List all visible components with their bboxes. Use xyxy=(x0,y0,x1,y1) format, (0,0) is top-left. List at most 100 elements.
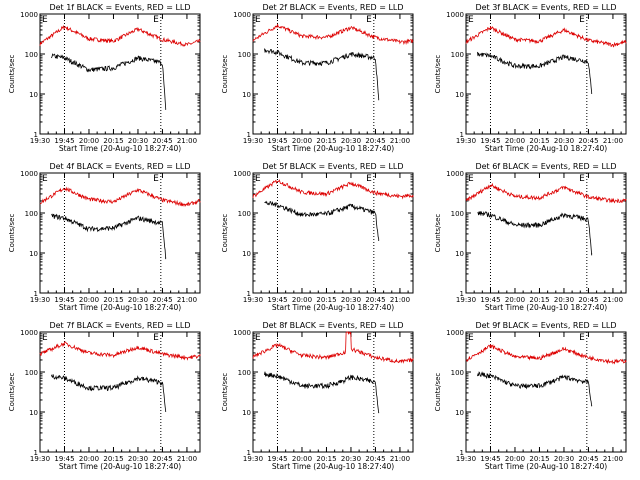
time-marker-label: E xyxy=(366,15,372,25)
x-tick-label: 20:15 xyxy=(103,137,123,145)
y-axis-label: Counts/sec xyxy=(221,214,229,253)
series-events xyxy=(51,374,167,412)
series-events xyxy=(51,53,167,110)
series-events xyxy=(264,371,380,414)
x-tick-label: 21:00 xyxy=(603,137,623,145)
x-axis-label: Start Time (20-Aug-10 18:27:40) xyxy=(272,303,394,312)
y-tick-label: 1 xyxy=(34,449,38,457)
series-events xyxy=(477,371,593,407)
x-axis-label: Start Time (20-Aug-10 18:27:40) xyxy=(59,462,181,471)
y-tick-label: 1 xyxy=(34,131,38,139)
x-tick-label: 20:30 xyxy=(341,296,361,304)
plot-frame xyxy=(465,331,627,453)
chart-title: Det 5f BLACK = Events, RED = LLD xyxy=(262,162,403,171)
x-tick-label: 21:00 xyxy=(177,137,197,145)
x-tick-label: 20:15 xyxy=(529,137,549,145)
plot-frame xyxy=(39,172,201,294)
series-events xyxy=(477,210,593,256)
time-marker-label: E xyxy=(468,333,474,343)
detector-chart-2: Det 2f BLACK = Events, RED = LLD 1 10 100 10… xyxy=(221,3,414,153)
x-tick-label: 20:30 xyxy=(341,137,361,145)
x-axis-label: Start Time (20-Aug-10 18:27:40) xyxy=(485,144,607,153)
detector-chart-5: Det 5f BLACK = Events, RED = LLD 1 10 100 10… xyxy=(221,162,414,312)
x-tick-label: 21:00 xyxy=(390,455,410,463)
time-marker-label: E xyxy=(42,15,48,25)
x-tick-label: 20:30 xyxy=(554,296,574,304)
x-tick-label: 19:30 xyxy=(30,137,50,145)
series-lld xyxy=(39,24,201,47)
x-tick-label: 20:45 xyxy=(365,296,385,304)
time-marker-label: E xyxy=(153,15,159,25)
x-axis-label: Start Time (20-Aug-10 18:27:40) xyxy=(485,303,607,312)
y-tick-label: 1000 xyxy=(20,11,38,19)
x-tick-label: 19:45 xyxy=(480,296,500,304)
x-tick-label: 20:45 xyxy=(152,455,172,463)
y-tick-label: 1 xyxy=(247,131,251,139)
y-tick-label: 10 xyxy=(29,409,38,417)
x-tick-label: 19:45 xyxy=(54,137,74,145)
x-axis-label: Start Time (20-Aug-10 18:27:40) xyxy=(485,462,607,471)
y-tick-label: 1 xyxy=(34,290,38,298)
x-tick-label: 20:45 xyxy=(578,296,598,304)
y-tick-label: 100 xyxy=(451,369,464,377)
x-tick-label: 21:00 xyxy=(603,455,623,463)
y-tick-label: 1000 xyxy=(20,329,38,337)
x-tick-label: 20:00 xyxy=(505,455,525,463)
y-axis-label: Counts/sec xyxy=(8,214,16,253)
y-tick-label: 100 xyxy=(451,51,464,59)
time-marker-label: E xyxy=(255,174,261,184)
y-tick-label: 10 xyxy=(455,250,464,258)
series-lld xyxy=(252,24,414,45)
plot-frame xyxy=(465,13,627,135)
chart-title: Det 9f BLACK = Events, RED = LLD xyxy=(475,321,616,330)
plot-frame xyxy=(39,331,201,453)
y-tick-label: 1 xyxy=(460,449,464,457)
x-tick-label: 19:30 xyxy=(243,455,263,463)
x-tick-label: 19:45 xyxy=(480,137,500,145)
time-marker-label: E xyxy=(468,15,474,25)
y-tick-label: 10 xyxy=(242,409,251,417)
time-marker-label: E xyxy=(468,174,474,184)
time-marker-label: E xyxy=(366,174,372,184)
y-axis-label: Counts/sec xyxy=(8,373,16,412)
y-tick-label: 10 xyxy=(242,91,251,99)
x-tick-label: 19:30 xyxy=(456,455,476,463)
y-axis-label: Counts/sec xyxy=(434,214,442,253)
chart-title: Det 7f BLACK = Events, RED = LLD xyxy=(49,321,190,330)
x-tick-label: 19:30 xyxy=(30,455,50,463)
chart-title: Det 4f BLACK = Events, RED = LLD xyxy=(49,162,190,171)
x-axis-label: Start Time (20-Aug-10 18:27:40) xyxy=(272,144,394,153)
x-tick-label: 20:00 xyxy=(79,137,99,145)
chart-title: Det 8f BLACK = Events, RED = LLD xyxy=(262,321,403,330)
detector-chart-8: Det 8f BLACK = Events, RED = LLD 1 10 100 10… xyxy=(221,321,414,471)
series-lld xyxy=(39,186,201,207)
x-tick-label: 20:15 xyxy=(316,137,336,145)
x-tick-label: 20:00 xyxy=(79,455,99,463)
y-tick-label: 10 xyxy=(455,91,464,99)
x-tick-label: 20:30 xyxy=(554,137,574,145)
x-tick-label: 20:45 xyxy=(578,455,598,463)
y-tick-label: 100 xyxy=(25,51,38,59)
y-tick-label: 1000 xyxy=(446,11,464,19)
series-events xyxy=(477,51,593,94)
x-tick-label: 19:30 xyxy=(456,137,476,145)
x-tick-label: 20:15 xyxy=(316,296,336,304)
chart-title: Det 3f BLACK = Events, RED = LLD xyxy=(475,3,616,12)
x-tick-label: 20:00 xyxy=(505,137,525,145)
plot-frame xyxy=(252,331,414,453)
x-tick-label: 20:15 xyxy=(103,296,123,304)
x-tick-label: 20:00 xyxy=(292,296,312,304)
x-tick-label: 19:45 xyxy=(267,455,287,463)
x-tick-label: 19:45 xyxy=(54,296,74,304)
series-lld xyxy=(252,331,414,364)
detector-chart-4: Det 4f BLACK = Events, RED = LLD 1 10 100 10… xyxy=(8,162,201,312)
y-tick-label: 100 xyxy=(238,369,251,377)
x-tick-label: 21:00 xyxy=(177,296,197,304)
series-lld xyxy=(465,344,627,365)
y-tick-label: 1 xyxy=(247,449,251,457)
x-tick-label: 20:15 xyxy=(529,455,549,463)
y-tick-label: 100 xyxy=(238,51,251,59)
y-tick-label: 100 xyxy=(451,210,464,218)
x-axis-label: Start Time (20-Aug-10 18:27:40) xyxy=(272,462,394,471)
time-marker-label: E xyxy=(579,15,585,25)
